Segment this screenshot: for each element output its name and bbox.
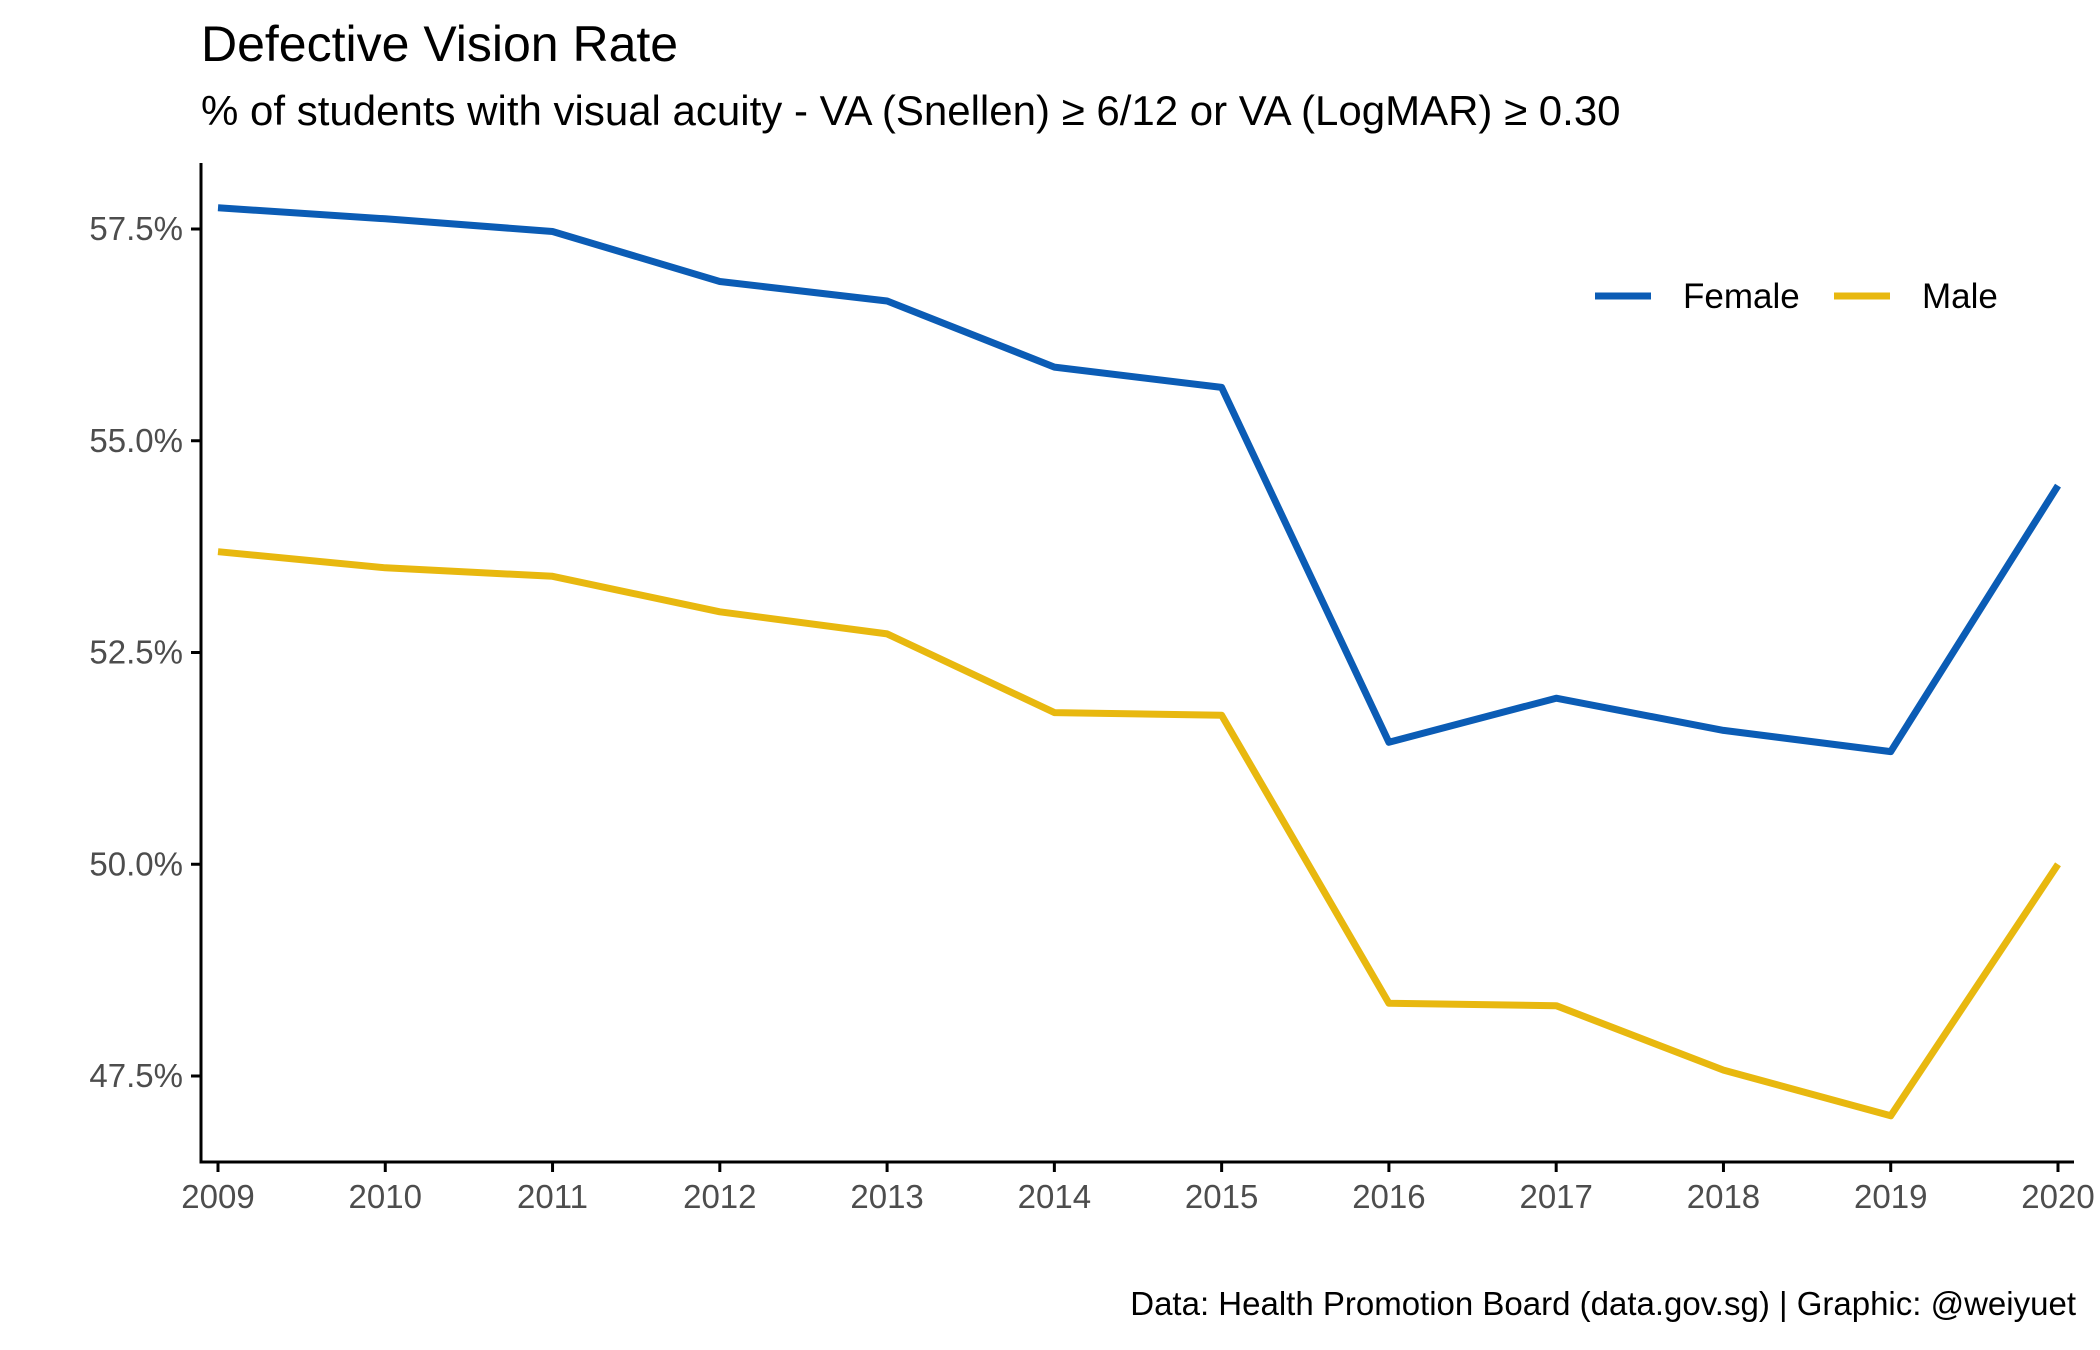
y-tick-label: 57.5% [89,210,183,247]
x-tick-label: 2016 [1352,1178,1425,1215]
y-tick-label: 52.5% [89,634,183,671]
chart-caption: Data: Health Promotion Board (data.gov.s… [1130,1285,2076,1322]
y-tick-label: 47.5% [89,1057,183,1094]
legend: Female Male [1595,277,1998,316]
x-tick-label: 2020 [2021,1178,2094,1215]
x-tick-label: 2011 [517,1178,588,1215]
series-line-male [217,548,2061,1120]
x-tick-label: 2013 [850,1178,923,1215]
chart-title: Defective Vision Rate [201,16,679,72]
series-lines [217,204,2061,1120]
y-axis: 47.5% 50.0% 52.5% 55.0% 57.5% [89,163,203,1164]
y-tick-label: 55.0% [89,422,183,459]
x-tick-label: 2014 [1018,1178,1091,1215]
series-line-female [217,204,2061,756]
y-tick-label: 50.0% [89,845,183,882]
x-tick-label: 2009 [181,1178,254,1215]
x-tick-label: 2010 [349,1178,422,1215]
x-axis: 2009 2010 2011 2012 2013 2014 2015 2016 2017 2018… [181,1160,2095,1215]
x-tick-label: 2018 [1687,1178,1760,1215]
x-tick-label: 2012 [683,1178,756,1215]
x-tick-label: 2017 [1519,1178,1592,1215]
x-tick-label: 2015 [1185,1178,1258,1215]
chart-subtitle: % of students with visual acuity - VA (S… [201,87,1621,134]
legend-label-female: Female [1683,277,1800,316]
legend-label-male: Male [1922,277,1998,316]
x-tick-label: 2019 [1854,1178,1927,1215]
